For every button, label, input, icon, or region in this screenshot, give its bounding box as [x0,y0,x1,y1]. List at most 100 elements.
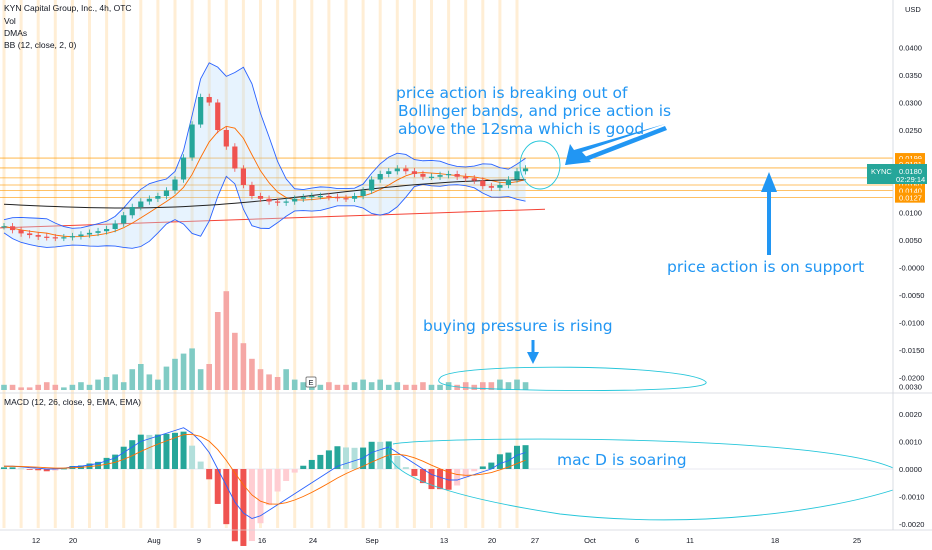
macd-hist-bar [274,469,281,492]
session-stripe [412,0,416,528]
volume-bar [403,384,409,390]
macd-line [4,427,526,519]
volume-bar [223,291,230,390]
macd-hist-bar [419,469,426,484]
macd-tick: 0.0020 [899,410,922,419]
indicator-dmas[interactable]: DMAs [4,28,28,38]
macd-hist-bar [248,469,255,542]
macd-label[interactable]: MACD (12, 26, close, 9, EMA, EMA) [4,397,141,407]
volume-bar [52,384,59,390]
macd-hist-bar [377,441,384,469]
candle-body [9,226,16,231]
time-tick: 18 [771,536,779,545]
bb-lower [3,175,526,249]
candle-body [480,180,486,187]
candle-body [351,196,358,199]
candle-body [309,196,315,198]
time-tick: Oct [584,536,597,545]
candle-body [514,171,520,180]
circle-breakout [519,140,561,190]
candle-body [471,178,477,181]
macd-hist-bar [462,469,469,478]
candle-body [155,196,161,199]
time-tick: 24 [309,536,317,545]
volume-bar [112,374,118,390]
macd-tick: 0.0010 [899,438,922,447]
price-tick: 0.0250 [899,126,922,135]
level-tag [895,192,925,203]
macd-hist-bar [231,469,238,542]
price-tick: 0.0400 [899,44,922,53]
volume-bar [428,384,435,390]
candle-body [172,179,178,191]
macd-tick: -0.0020 [899,520,924,529]
volume-bar [155,379,161,390]
macd-hist-bar [266,469,273,506]
candle-body [35,235,41,237]
macd-tick: 0.0000 [899,465,922,474]
macd-hist-bar [197,461,204,469]
volume-bar [377,379,383,390]
session-stripe [378,0,382,528]
volume-bar [86,384,93,390]
macd-hist-bar [343,447,349,469]
level-tag [895,158,925,169]
volume-bar [368,382,375,390]
volume-bar [411,384,418,390]
candle-body [446,174,452,176]
macd-hist-bar [43,469,50,472]
macd-hist-bar [18,468,25,470]
macd-hist-bar [488,462,495,469]
session-stripe [361,0,365,528]
volume-bar [35,384,41,390]
symbol-name: KYNC [871,167,892,176]
volume-bar [69,384,76,390]
volume-bar [163,366,170,390]
volume-bar [103,377,110,390]
chart-title[interactable]: KYN Capital Group, Inc., 4h, OTC [4,3,132,13]
volume-bar [385,384,392,390]
macd-hist-bar [163,433,170,469]
long-ma [3,179,526,209]
candle-body [428,176,435,178]
annotation-support: price action is on support [667,258,865,276]
session-stripe [190,0,194,528]
sma-12 [3,125,526,238]
candle-body [18,230,24,234]
candle-body [249,185,255,196]
volume-bar [394,382,401,390]
candle-body [343,198,349,200]
candle-body [292,198,298,202]
macd-hist-bar [411,469,418,476]
session-stripe [88,0,91,528]
candle-body [232,146,238,169]
macd-hist-bar [496,454,503,469]
session-stripe [310,0,314,528]
volume-bar [360,379,366,390]
time-tick: 9 [197,536,201,545]
price-pane[interactable] [1,62,529,249]
volume-bar [129,369,136,390]
macd-hist-bar [214,469,221,504]
volume-bar [462,382,469,390]
volume-bar [497,379,503,390]
candle-body [104,229,110,232]
candle-body [300,197,306,199]
volume-bar [232,332,238,390]
volume-bar [317,384,324,390]
time-tick: Aug [147,536,160,545]
indicator-vol[interactable]: Vol [4,16,16,26]
price-tick: 0.0350 [899,71,922,80]
level-tag [895,180,925,190]
volume-bar [334,384,341,390]
annotation-macd: mac D is soaring [557,451,687,469]
volume-bar [197,369,204,390]
arrow-breakout-shaft [565,126,667,165]
volume-bar [351,382,358,390]
candle-body [377,174,383,180]
candle-body [403,168,409,172]
volume-bar [206,364,212,390]
macd-pane[interactable] [0,427,893,546]
indicator-bb[interactable]: BB (12, close, 2, 0) [4,40,77,50]
